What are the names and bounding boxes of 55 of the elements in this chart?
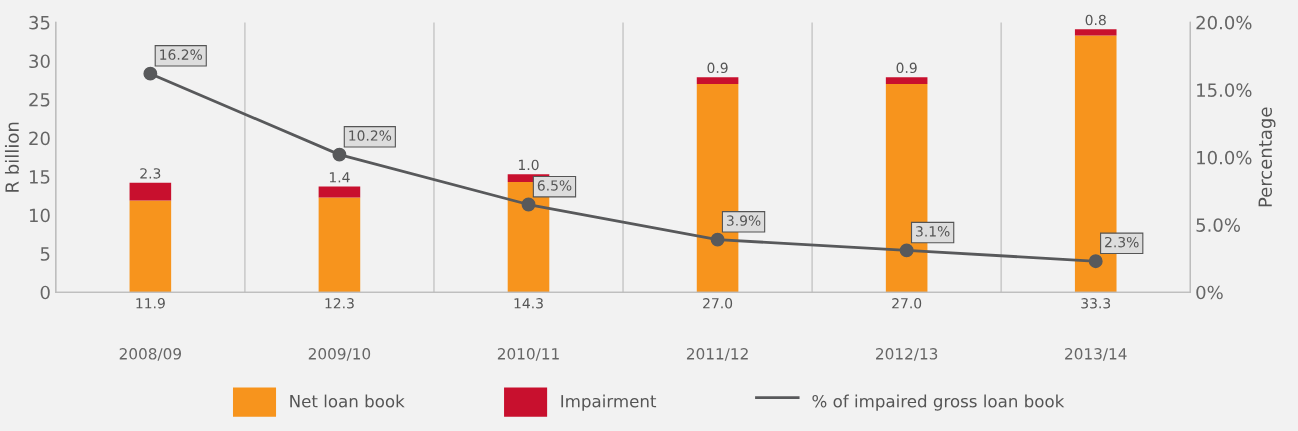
data-label: 0.9: [707, 62, 728, 74]
point: [143, 66, 158, 81]
y-tick-label: 15: [29, 170, 50, 184]
x-tick-label: 2010/11: [497, 348, 559, 361]
point: [332, 147, 347, 162]
y-tick-label: 30: [29, 54, 50, 69]
data-label: 27.0: [703, 298, 733, 309]
bar: [129, 182, 172, 201]
data-label: 33.3: [1081, 298, 1111, 309]
bar: [318, 197, 361, 293]
x-tick-label: 2008/09: [119, 348, 182, 361]
x-tick-label: 2009/10: [308, 348, 371, 361]
y-tick-label: 0: [40, 285, 50, 300]
y-tick-label: 5: [40, 247, 50, 261]
point: [521, 197, 536, 212]
data-label: 6.5%: [537, 180, 572, 191]
bar: [1074, 29, 1117, 36]
y2-tick-label: 15.0%: [1197, 83, 1252, 97]
y-tick-label: 20: [29, 131, 50, 146]
data-label: 27.0: [892, 298, 922, 309]
data-label: 0.8: [1085, 14, 1106, 26]
x-tick-label: 2011/12: [686, 348, 748, 361]
data-label: 12.3: [325, 298, 354, 309]
point: [899, 243, 914, 258]
point: [1088, 254, 1103, 269]
y-axis-title: R billion: [4, 122, 19, 192]
y-tick-label: 10: [29, 208, 50, 223]
bar: [318, 186, 361, 198]
y-tick-label: 35: [29, 15, 50, 30]
y2-tick-label: 0%: [1196, 285, 1223, 300]
data-label: 3.1%: [916, 226, 950, 237]
data-label: 1.0: [518, 159, 539, 171]
x-tick-label: 2012/13: [876, 348, 938, 361]
data-label: 14.3: [514, 298, 543, 309]
data-label: 0.9: [896, 62, 917, 74]
data-label: 11.9: [136, 298, 165, 309]
y2-tick-label: 5.0%: [1196, 218, 1240, 232]
point: [710, 232, 725, 247]
bar: [885, 77, 928, 85]
data-label: 16.2%: [160, 49, 203, 60]
data-label: 3.9%: [726, 215, 761, 226]
data-label: 2.3: [140, 168, 161, 179]
bar: [696, 77, 739, 85]
data-label: 2.3%: [1105, 236, 1139, 248]
data-label: 10.2%: [349, 130, 392, 141]
y2-tick-label: 20.0%: [1196, 15, 1252, 30]
bar: [129, 200, 172, 293]
y-tick-label: 25: [29, 92, 50, 107]
legend-label: % of impaired gross loan book: [812, 394, 1065, 411]
y2-axis-title: Percentage: [1258, 107, 1276, 207]
legend-label: Net loan book: [290, 394, 405, 408]
x-tick-label: 2013/14: [1065, 348, 1127, 361]
data-label: 1.4: [329, 172, 350, 183]
y2-tick-label: 10.0%: [1197, 150, 1252, 165]
legend-label: Impairment: [561, 394, 657, 411]
